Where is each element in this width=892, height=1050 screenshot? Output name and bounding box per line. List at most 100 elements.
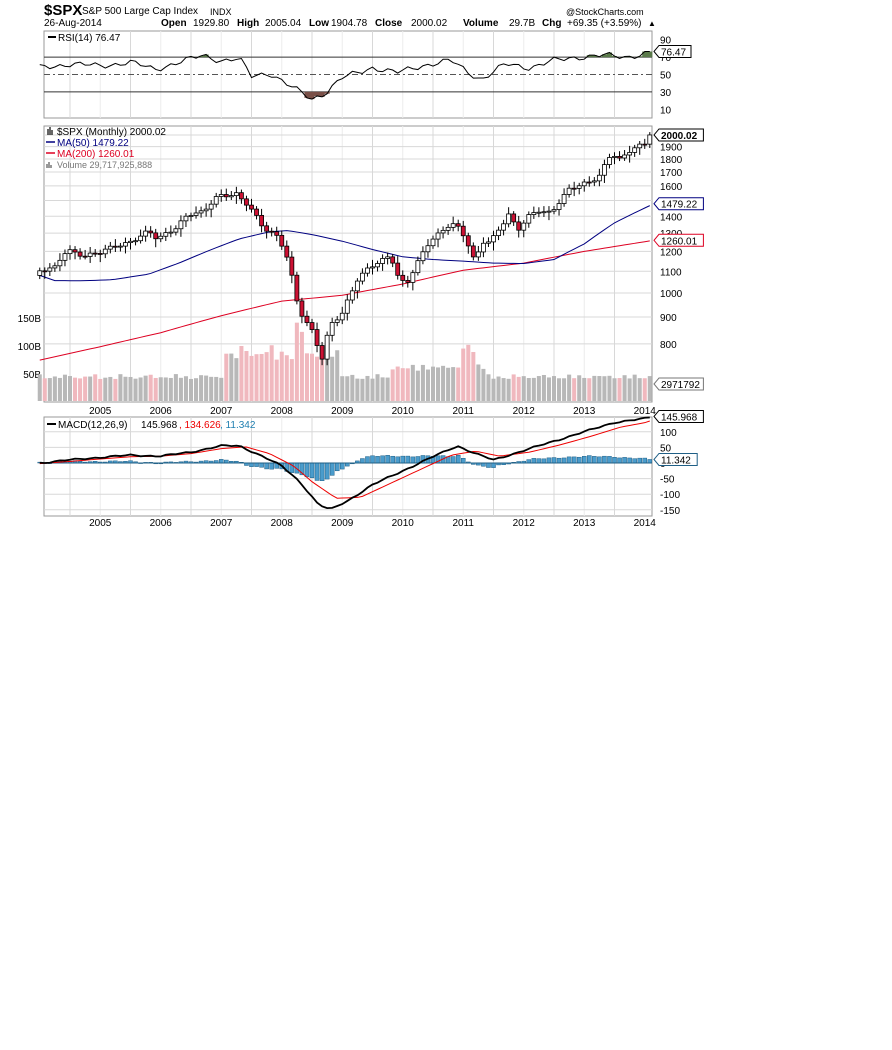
macd-legend-signal: , 134.626	[179, 420, 221, 431]
candle-body	[254, 208, 259, 216]
macd-xtick-label: 2006	[150, 518, 173, 529]
macd-xtick-label: 2009	[331, 518, 354, 529]
candle-body	[269, 230, 275, 233]
volume-bar	[108, 376, 113, 401]
volume-bar	[526, 378, 531, 401]
candle-body	[455, 223, 461, 227]
candle-body	[445, 226, 451, 231]
macd-histogram-bar	[607, 456, 612, 464]
candle-body	[410, 272, 416, 283]
volume-bar	[436, 367, 441, 401]
price-tick-label: 1400	[660, 212, 683, 223]
macd-legend-name: MACD(12,26,9)	[58, 420, 127, 431]
volume-bar	[188, 378, 194, 401]
volume-bar	[279, 351, 284, 401]
volume-bar	[209, 376, 214, 401]
volume-bar	[214, 376, 219, 401]
candle-body	[213, 196, 219, 205]
volume-bar	[47, 378, 52, 401]
macd-histogram-bar	[576, 456, 582, 464]
macd-histogram-bar	[642, 457, 648, 464]
volume-bar	[118, 374, 123, 401]
candle-body	[511, 213, 517, 223]
price-tick-label: 1000	[660, 289, 683, 300]
volume-bar	[37, 374, 42, 401]
macd-tick-label: 100	[660, 428, 677, 439]
volume-tick-label: 150B	[18, 314, 42, 325]
candle-body	[168, 231, 174, 234]
macd-histogram-bar	[460, 458, 466, 464]
candle-body	[596, 174, 602, 182]
close-label: Close	[375, 18, 403, 29]
volume-bar	[158, 377, 163, 401]
macd-line	[39, 416, 650, 510]
candle-body	[491, 235, 496, 243]
volume-label: Volume	[463, 18, 499, 29]
candle-body	[143, 230, 149, 237]
macd-histogram-bar	[546, 457, 552, 464]
macd-histogram-bar	[304, 462, 310, 478]
volume-bar	[380, 377, 385, 401]
macd-histogram-bar	[587, 455, 592, 464]
volume-bar	[511, 374, 516, 401]
macd-histogram-bar	[324, 462, 330, 480]
candle-body	[218, 194, 224, 197]
candle-body	[299, 300, 305, 317]
macd-histogram-bar	[536, 458, 542, 464]
candle-body	[647, 134, 653, 145]
macd-histogram-bar	[637, 457, 642, 464]
volume-bar	[491, 378, 496, 401]
volume-bar	[320, 349, 325, 401]
candle-body	[173, 228, 179, 233]
volume-last-tag: 2971792	[661, 380, 700, 391]
candle-body	[486, 241, 491, 244]
volume-tick-label: 50B	[23, 370, 41, 381]
macd-histogram-bar	[400, 455, 406, 464]
rsi-tick-label: 90	[660, 36, 672, 47]
volume-bar	[62, 374, 67, 401]
candle-body	[576, 185, 582, 189]
candle-body	[239, 192, 244, 200]
macd-xtick-label: 2014	[634, 518, 657, 529]
macd-xtick-label: 2010	[392, 518, 415, 529]
macd-histogram-bar	[561, 457, 567, 464]
volume-bar	[350, 374, 355, 401]
macd-tick-label: -50	[660, 475, 675, 486]
volume-bar	[83, 376, 88, 401]
candle-body	[198, 210, 204, 214]
volume-bar	[229, 353, 234, 401]
macd-histogram-bar	[264, 462, 269, 470]
macd-histogram-bar	[612, 457, 617, 464]
macd-histogram-bar	[360, 458, 365, 464]
macd-histogram-bar	[319, 462, 325, 481]
volume-bar	[577, 375, 582, 401]
candle-body	[118, 245, 123, 248]
volume-bar	[234, 358, 239, 401]
volume-bar	[597, 376, 602, 401]
candle-body	[470, 245, 476, 258]
volume-bar	[264, 352, 269, 401]
symbol: $SPX	[44, 2, 83, 19]
candle-body	[561, 194, 567, 204]
volume-bar	[415, 370, 420, 401]
volume-bar	[531, 377, 536, 401]
volume-bar	[143, 375, 148, 401]
volume-bar	[78, 378, 83, 401]
volume-bar	[405, 368, 410, 401]
candle-body	[571, 187, 577, 190]
candle-body	[536, 211, 542, 214]
volume-bar	[113, 378, 118, 401]
volume-bar	[52, 376, 57, 401]
volume-bar	[466, 344, 471, 401]
volume-bar	[199, 375, 204, 401]
macd-histogram-bar	[632, 458, 637, 464]
price-legend-entry: $SPX (Monthly) 2000.02	[57, 127, 166, 138]
price-tick-label: 1700	[660, 168, 683, 179]
volume-bar	[128, 376, 133, 401]
index-name: S&P 500 Large Cap Index	[82, 6, 199, 17]
candle-body	[400, 274, 406, 281]
volume-bar	[123, 376, 128, 401]
volume-bar	[103, 377, 108, 401]
macd-histogram-bar	[405, 455, 411, 464]
